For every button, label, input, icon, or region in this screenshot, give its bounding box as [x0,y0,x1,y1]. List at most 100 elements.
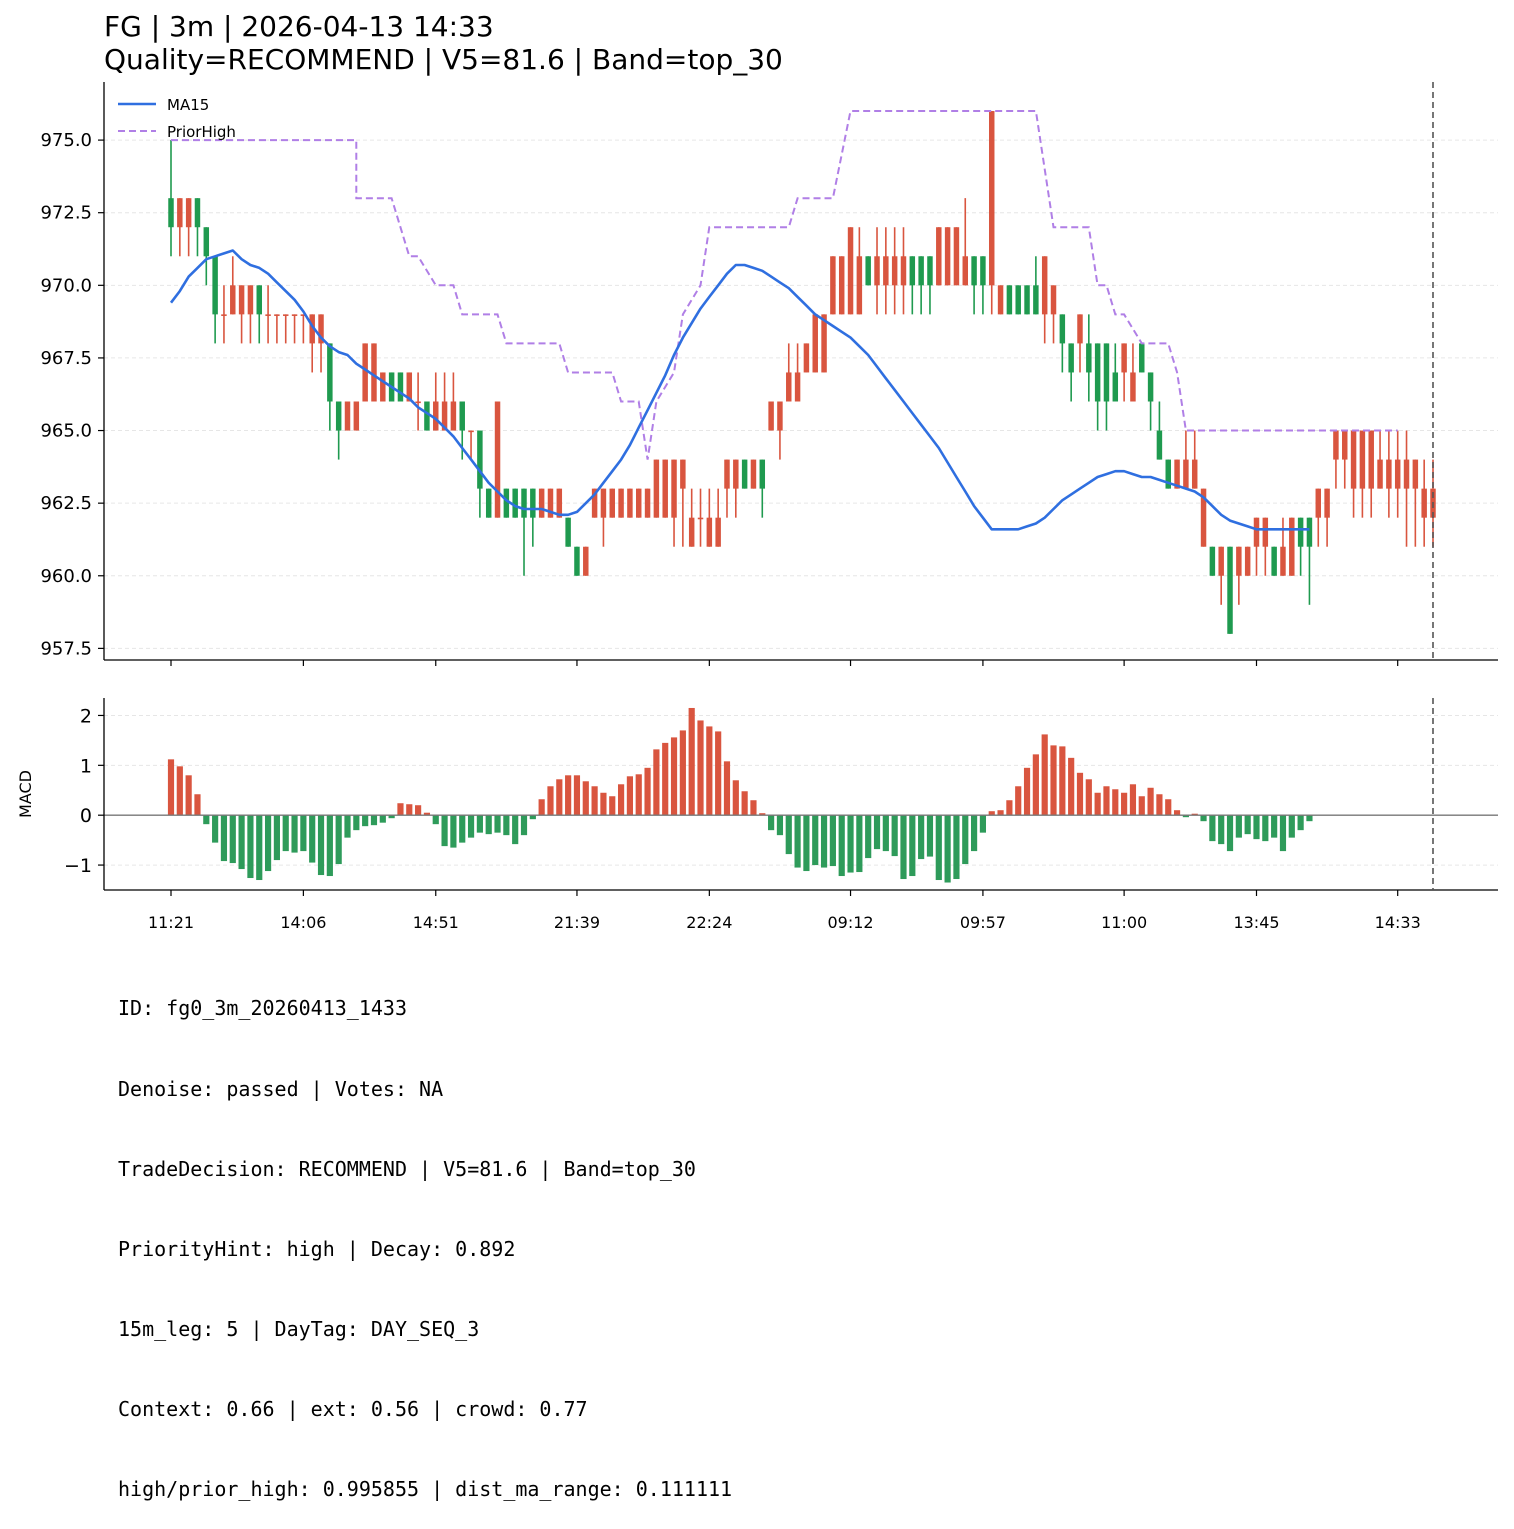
candle-body [600,488,607,518]
macd-bar [1165,799,1172,816]
candle-body [1289,517,1295,576]
candle-body [265,314,271,316]
macd-bar [335,815,342,865]
ma15-line [169,249,1310,531]
candle-body [591,488,598,518]
macd-bar [1173,810,1181,816]
candle-body [1236,546,1242,576]
candle-body [1015,285,1021,315]
candle-body [353,401,360,431]
macd-bar [750,800,757,816]
macd-bar [256,815,263,881]
candle-body [1139,343,1145,373]
macd-bar [891,815,898,857]
info-line-denoise: Denoise: passed | Votes: NA [118,1076,444,1101]
candle-body [1147,372,1154,402]
candle-body [177,198,183,228]
candle-body [944,227,951,286]
candle-body [1068,343,1074,373]
macd-bar [538,799,545,816]
candle-body [812,314,818,373]
candle-body [980,256,986,286]
candle-body [715,517,721,547]
macd-bar [167,759,175,816]
candle-body [230,285,236,315]
macd-bar [873,815,881,850]
macd-bar [1041,734,1048,816]
title-line-2: Quality=RECOMMEND | V5=81.6 | Band=top_3… [104,43,783,76]
candle-body [547,488,554,518]
candle-body [1077,314,1083,344]
macd-bar [565,775,572,816]
candle-body [247,285,254,315]
candle-body [1403,459,1410,489]
candle-body [1280,546,1286,576]
macd-bar [344,815,351,838]
candle-body [953,227,960,286]
candle-body [212,256,218,315]
candle-body [424,401,430,431]
macd-bar [220,815,228,862]
candle-body [1386,459,1392,489]
macd-bar [1068,757,1075,816]
macd-bar [723,761,731,816]
candle-body [521,488,527,518]
macd-bar [317,815,325,876]
info-line-trade-decision: TradeDecision: RECOMMEND | V5=81.6 | Ban… [118,1156,696,1181]
candle-body [1183,459,1189,489]
candle-body [697,517,704,520]
chart-canvas: 957.5 960.0 962.5 965.0 967.5 970.0 972.5 975.0… [16,82,1498,932]
macd-bar [971,815,978,852]
candle-body [415,401,421,404]
candle-body [618,488,624,518]
macd-bar [1156,794,1163,816]
candle-body [221,314,227,316]
candle-body [1227,546,1233,634]
candle-body [847,227,854,315]
macd-bar [944,815,951,883]
candle-body [1094,343,1101,402]
candle-body [450,401,457,431]
candle-body [733,459,739,489]
price-ytick-label: 960.0 [40,566,92,587]
macd-bar [573,775,581,816]
candle-body [574,546,580,576]
macd-bar [1076,772,1084,816]
candle-body [1174,459,1180,489]
macd-bar [909,815,916,877]
candle-body [1421,488,1427,518]
info-line-context: Context: 0.66 | ext: 0.56 | crowd: 0.77 [118,1396,588,1421]
macd-bar [635,774,642,816]
macd-bar [644,767,651,816]
macd-bar [379,815,386,823]
macd-bar [1209,815,1216,842]
xtick-label: 13:45 [1233,913,1279,932]
candle-body [653,459,660,518]
candle-body [1156,430,1163,460]
macd-bar [264,815,272,872]
candle-body [1262,517,1269,547]
legend-priorhigh-label: PriorHigh [167,123,236,141]
macd-bar [759,813,766,816]
macd-bar [282,815,289,852]
candle-body [962,256,969,286]
candle-body [777,401,783,431]
macd-bar [229,815,236,864]
title-line-1: FG | 3m | 2026-04-13 14:33 [104,10,494,43]
info-panel: ID: fg0_3m_20260413_1433 Denoise: passed… [118,942,732,1529]
candle-body [459,401,465,431]
candle-body [238,285,245,315]
macd-bar [1015,786,1022,816]
macd-bar [203,815,210,825]
macd-bar [882,815,889,852]
chart-title: FG | 3m | 2026-04-13 14:33 Quality=RECOMM… [104,10,783,76]
info-line-ratios: high/prior_high: 0.995855 | dist_ma_rang… [118,1477,733,1502]
macd-bar [1129,784,1137,816]
candle-body [1253,517,1260,547]
macd-bar [794,815,801,868]
macd-bar [706,726,713,816]
macd-bar [406,804,413,816]
candle-body [433,401,439,431]
macd-ytick-label: 2 [80,705,92,727]
macd-bar [547,786,554,816]
